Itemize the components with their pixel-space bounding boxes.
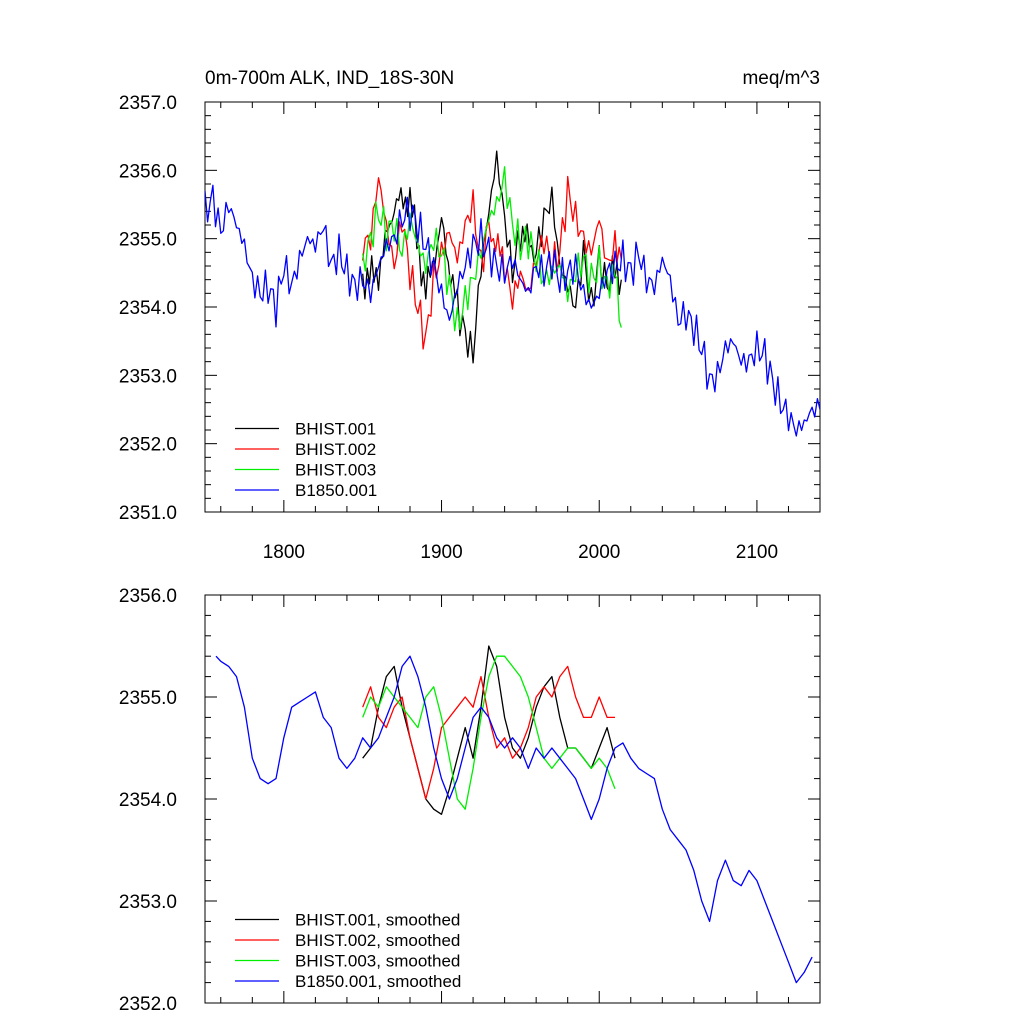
- x-tick-label: 2000: [578, 542, 620, 563]
- series-group: [205, 150, 820, 437]
- legend-label: BHIST.003: [295, 461, 376, 480]
- legend-label: BHIST.001: [295, 420, 376, 439]
- x-tick-label: 2100: [736, 542, 778, 563]
- legend-label: BHIST.002: [295, 440, 376, 459]
- series-line-bhist-001: [362, 150, 622, 364]
- y-tick-label: 2355.0: [119, 230, 177, 251]
- top-panel: 2351.0 2352.0 2353.0 2354.0 2355.0 2356.0 2357…: [119, 68, 821, 563]
- chart-title: 0m-700m ALK, IND_18S-30N: [205, 68, 454, 89]
- y-tick-label: 2357.0: [119, 93, 177, 114]
- legend-label: BHIST.002, smoothed: [295, 931, 460, 950]
- series-line-b1850-001: [215, 655, 813, 984]
- y-tick-label: 2354.0: [119, 298, 177, 319]
- y-tick-label: 2356.0: [119, 161, 177, 182]
- legend-label: BHIST.003, smoothed: [295, 952, 460, 971]
- y-tick-label: 2355.0: [119, 688, 177, 709]
- x-tick-label: 1900: [420, 542, 462, 563]
- units-label: meq/m^3: [742, 68, 820, 89]
- legend-label: BHIST.001, smoothed: [295, 911, 460, 930]
- bottom-panel: 2352.0 2353.0 2354.0 2355.0 2356.0 BHIST.001,…: [119, 586, 821, 1015]
- series-line-bhist-003: [362, 166, 622, 332]
- y-tick-label: 2352.0: [119, 994, 177, 1015]
- y-tick-label: 2352.0: [119, 435, 177, 456]
- y-tick-label: 2356.0: [119, 586, 177, 607]
- series-line-bhist-002: [362, 175, 622, 350]
- legend-label: B1850.001: [295, 481, 377, 500]
- y-tick-label: 2351.0: [119, 503, 177, 524]
- y-tick-label: 2353.0: [119, 892, 177, 913]
- y-tick-label: 2353.0: [119, 366, 177, 387]
- series-line-b1850-001: [205, 184, 820, 437]
- series-line-bhist-002: [362, 665, 615, 800]
- y-tick-label: 2354.0: [119, 790, 177, 811]
- legend-label: B1850.001, smoothed: [295, 972, 461, 991]
- series-group: [215, 645, 813, 984]
- x-tick-label: 1800: [263, 542, 305, 563]
- series-line-bhist-003: [362, 655, 616, 810]
